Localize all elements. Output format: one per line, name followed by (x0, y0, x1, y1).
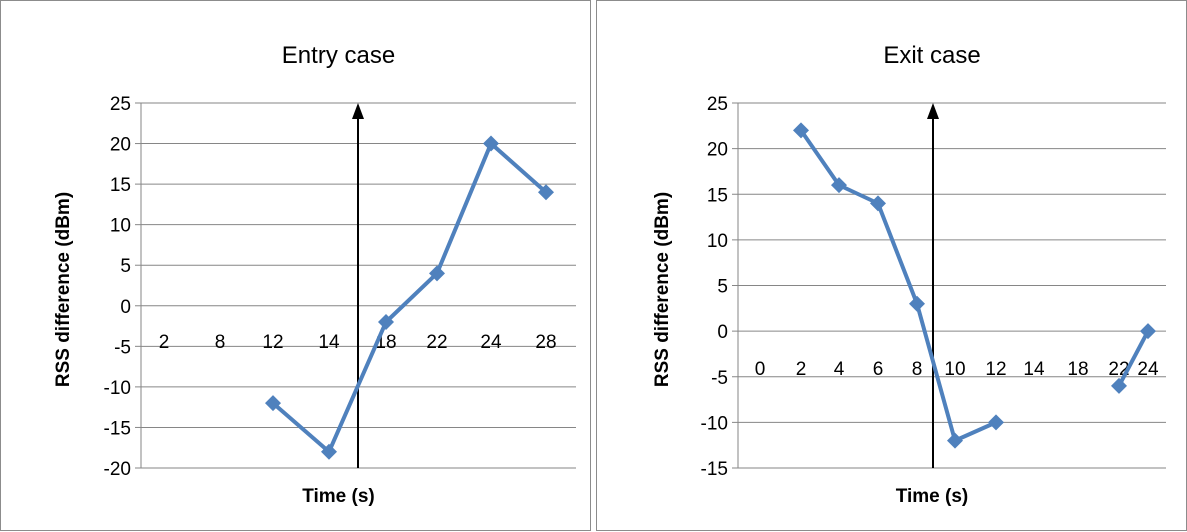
y-tick-label: 5 (717, 277, 728, 298)
y-tick-label: 20 (707, 140, 728, 161)
y-tick-label: -15 (701, 459, 728, 480)
data-point (265, 395, 281, 412)
x-tick-label: 18 (1067, 359, 1088, 380)
data-point (1111, 377, 1127, 394)
x-tick-label: 8 (912, 359, 923, 380)
data-point (947, 432, 963, 449)
exit-case-chart: Exit case 25 20 15 10 5 0 -5 -10 -15 0 2 4 6 8 10 12 14 18… (596, 0, 1187, 531)
chart-title: Exit case (883, 42, 980, 69)
y-tick-label: -20 (104, 459, 131, 480)
y-tick-label: 15 (110, 175, 131, 196)
entry-case-chart: Entry case 25 20 15 10 5 0 -5 -10 -15 -20 2 8 12 14 18 2… (0, 0, 591, 531)
y-tick-label: 25 (110, 94, 131, 115)
y-tick-label: 5 (120, 256, 131, 277)
x-axis-label: Time (s) (302, 486, 375, 507)
data-point (538, 184, 554, 201)
y-axis-label: RSS difference (dBm) (53, 192, 74, 387)
x-tick-label: 0 (755, 359, 766, 380)
y-tick-label: 0 (717, 322, 728, 343)
x-tick-label: 14 (1023, 359, 1045, 380)
data-point (429, 265, 445, 282)
y-tick-label: -5 (711, 368, 728, 389)
x-tick-label: 28 (535, 332, 556, 353)
y-axis-label: RSS difference (dBm) (652, 192, 673, 387)
chart-title: Entry case (282, 42, 395, 69)
x-tick-label: 2 (796, 359, 807, 380)
data-point (793, 122, 809, 139)
y-tick-label: -10 (701, 413, 728, 434)
y-tick-label: 20 (110, 135, 131, 156)
arrow-head (352, 103, 364, 119)
series-line (1117, 330, 1150, 387)
data-point (483, 135, 499, 152)
x-tick-label: 8 (215, 332, 226, 353)
x-tick-label: 6 (873, 359, 884, 380)
y-tick-label: 25 (707, 94, 728, 115)
data-point (988, 414, 1004, 431)
x-tick-label: 22 (426, 332, 447, 353)
x-axis-label: Time (s) (896, 486, 969, 507)
y-tick-label: 15 (707, 185, 728, 206)
x-tick-label: 24 (1137, 359, 1159, 380)
arrow-head (927, 103, 939, 119)
y-tick-label: 0 (120, 297, 131, 318)
data-point (870, 195, 886, 212)
data-point (1140, 323, 1156, 340)
y-tick-label: 10 (110, 216, 131, 237)
x-tick-label: 10 (944, 359, 965, 380)
data-point (378, 314, 394, 330)
chart-divider (591, 0, 596, 531)
x-tick-label: 12 (262, 332, 283, 353)
x-tick-label: 4 (834, 359, 845, 380)
data-point (321, 443, 337, 460)
data-point (909, 295, 925, 312)
y-tick-label: -10 (104, 378, 131, 399)
x-tick-label: 12 (985, 359, 1006, 380)
series-line (799, 129, 997, 443)
series-line (271, 141, 548, 454)
x-tick-label: 2 (159, 332, 170, 353)
y-tick-label: -15 (104, 418, 131, 439)
x-tick-label: 24 (480, 332, 502, 353)
y-tick-label: -5 (114, 337, 131, 358)
data-point (831, 177, 847, 194)
y-tick-label: 10 (707, 231, 728, 252)
x-tick-label: 14 (318, 332, 340, 353)
